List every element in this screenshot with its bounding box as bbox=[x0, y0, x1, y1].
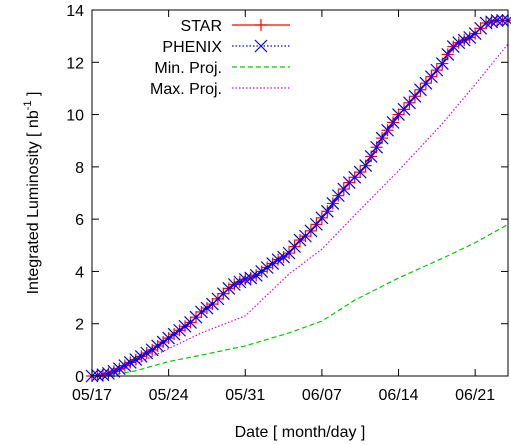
data-point-phenix bbox=[430, 63, 444, 77]
data-point-phenix bbox=[282, 246, 296, 260]
data-point-phenix bbox=[222, 281, 236, 295]
data-point-phenix bbox=[320, 204, 334, 218]
y-tick-label: 0 bbox=[75, 369, 84, 386]
data-point-phenix bbox=[134, 349, 148, 363]
data-point-phenix bbox=[249, 268, 263, 282]
data-point-phenix bbox=[496, 14, 509, 27]
data-point-phenix bbox=[195, 305, 208, 319]
data-point-phenix bbox=[200, 301, 214, 315]
x-tick-label: 05/31 bbox=[225, 387, 265, 404]
data-point-phenix bbox=[151, 339, 165, 353]
data-point-phenix bbox=[446, 40, 460, 54]
data-point-phenix bbox=[479, 16, 493, 30]
y-tick-label: 8 bbox=[75, 160, 84, 177]
data-point-phenix bbox=[173, 323, 187, 337]
data-point-phenix bbox=[386, 115, 400, 129]
data-point-phenix bbox=[370, 140, 384, 154]
y-tick-label: 10 bbox=[66, 108, 84, 125]
data-point-phenix bbox=[145, 343, 159, 357]
legend-label-max-proj: Max. Proj. bbox=[150, 81, 222, 98]
data-point-phenix bbox=[441, 48, 455, 61]
data-point-phenix bbox=[255, 265, 269, 278]
y-axis-label: Integrated Luminosity [ nb-1 ] bbox=[22, 92, 42, 295]
data-point-phenix bbox=[435, 57, 449, 71]
data-point-phenix bbox=[277, 250, 291, 264]
data-point-phenix bbox=[288, 240, 301, 254]
legend: STAR PHENIX Min. Proj. Max. Proj. bbox=[150, 18, 290, 98]
axes-layer: 0 2 4 6 8 10 12 14 05/17 05/24 05/31 06/07 06/14 06/2… bbox=[22, 3, 509, 441]
legend-marker-phenix bbox=[254, 39, 268, 53]
data-point-phenix bbox=[309, 217, 323, 231]
data-point-phenix bbox=[463, 31, 477, 44]
legend-marker-star bbox=[255, 19, 267, 31]
y-tick-label: 4 bbox=[75, 264, 84, 281]
data-point-phenix bbox=[96, 368, 110, 382]
data-point-phenix bbox=[353, 165, 367, 179]
data-point-phenix bbox=[337, 182, 351, 196]
data-point-phenix bbox=[266, 257, 280, 271]
x-tick-label: 06/07 bbox=[302, 387, 342, 404]
x-tick-label: 05/17 bbox=[72, 387, 112, 404]
data-point-phenix bbox=[359, 159, 373, 172]
data-point-phenix bbox=[331, 189, 345, 203]
legend-label-star: STAR bbox=[181, 18, 222, 35]
data-point-phenix bbox=[167, 327, 181, 341]
data-point-phenix bbox=[326, 197, 340, 210]
data-point-phenix bbox=[293, 233, 307, 247]
data-point-phenix bbox=[413, 83, 427, 97]
data-point-phenix bbox=[364, 149, 378, 163]
data-point-phenix bbox=[397, 102, 411, 116]
legend-label-phenix: PHENIX bbox=[162, 39, 222, 56]
legend-label-min-proj: Min. Proj. bbox=[154, 60, 222, 77]
data-point-phenix bbox=[304, 224, 318, 238]
data-point-phenix bbox=[260, 261, 274, 274]
x-tick-label: 06/14 bbox=[379, 387, 419, 404]
data-point-phenix bbox=[91, 369, 104, 382]
x-tick-label: 06/21 bbox=[455, 387, 495, 404]
x-axis-label: Date [ month/day ] bbox=[235, 424, 366, 441]
data-point-phenix bbox=[156, 335, 170, 349]
y-tick-label: 2 bbox=[75, 317, 84, 334]
data-point-phenix bbox=[381, 123, 395, 137]
x-tick-label: 05/24 bbox=[149, 387, 189, 404]
plot-layer bbox=[85, 14, 511, 383]
data-point-phenix bbox=[490, 14, 504, 27]
data-point-phenix bbox=[178, 319, 192, 333]
data-point-phenix bbox=[408, 89, 422, 103]
data-point-phenix bbox=[315, 211, 329, 225]
plot-frame bbox=[91, 9, 509, 377]
y-tick-label: 14 bbox=[66, 3, 84, 20]
data-point-phenix bbox=[424, 70, 438, 84]
data-point-phenix bbox=[403, 96, 416, 110]
y-tick-label: 6 bbox=[75, 212, 84, 229]
data-point-phenix bbox=[238, 272, 252, 286]
data-point-phenix bbox=[375, 131, 389, 145]
data-point-phenix bbox=[162, 331, 176, 345]
data-point-phenix bbox=[419, 76, 433, 90]
y-tick-label: 12 bbox=[66, 55, 84, 72]
series-line-min-proj bbox=[91, 223, 509, 377]
data-point-phenix bbox=[485, 15, 499, 29]
